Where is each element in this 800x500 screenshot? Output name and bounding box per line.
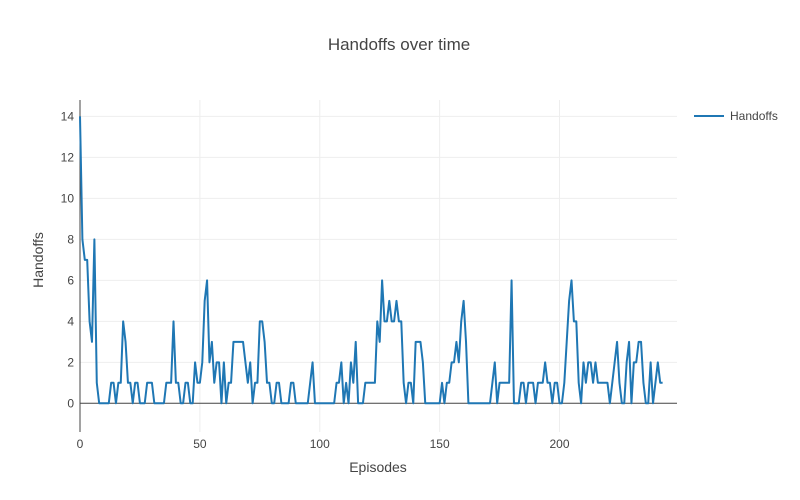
- y-tick-label: 0: [67, 396, 74, 410]
- y-axis-title: Handoffs: [30, 232, 46, 288]
- y-tick-label: 10: [61, 191, 75, 205]
- series-group: [79, 116, 663, 405]
- x-tick-label: 50: [193, 437, 207, 451]
- x-tick-labels: 0 50 100 150 200: [77, 437, 570, 451]
- chart-title: Handoffs over time: [328, 35, 470, 54]
- x-tick-label: 100: [310, 437, 330, 451]
- y-tick-label: 2: [67, 355, 74, 369]
- y-tick-label: 12: [61, 150, 75, 164]
- x-tick-label: 150: [430, 437, 450, 451]
- y-gridlines: [80, 115, 677, 363]
- y-tick-label: 14: [61, 109, 75, 123]
- series-line-1[interactable]: [79, 116, 663, 405]
- x-axis-title: Episodes: [349, 459, 407, 475]
- legend-label: Handoffs: [730, 109, 778, 123]
- x-tick-label: 200: [550, 437, 570, 451]
- y-tick-label: 4: [67, 314, 74, 328]
- x-tick-label: 0: [77, 437, 84, 451]
- y-tick-labels: 0 2 4 6 8 10 12 14: [61, 109, 75, 410]
- y-tick-label: 8: [67, 232, 74, 246]
- legend[interactable]: Handoffs: [694, 109, 778, 123]
- y-tick-label: 6: [67, 273, 74, 287]
